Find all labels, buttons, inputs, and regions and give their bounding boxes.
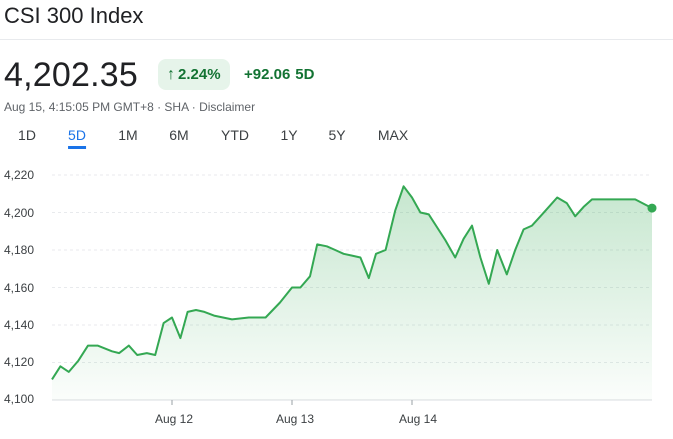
y-tick-label: 4,220: [4, 168, 35, 182]
tab-1m[interactable]: 1M: [118, 127, 138, 143]
y-tick-label: 4,140: [4, 318, 35, 332]
tab-max[interactable]: MAX: [377, 127, 409, 143]
change-percent: 2.24%: [178, 66, 221, 83]
change-period: 5D: [295, 66, 315, 83]
change-points-value: +92.06: [244, 66, 291, 83]
y-tick-label: 4,200: [4, 206, 35, 220]
tab-1d[interactable]: 1D: [18, 127, 36, 143]
tab-ytd[interactable]: YTD: [221, 127, 249, 143]
x-tick-label: Aug 12: [154, 412, 194, 426]
current-price: 4,202.35: [4, 56, 138, 94]
y-tick-label: 4,100: [4, 392, 35, 406]
header-divider: [0, 39, 673, 40]
y-tick-label: 4,120: [4, 355, 35, 369]
price-line: [51, 185, 653, 380]
change-percent-badge: ↑ 2.24%: [158, 59, 230, 90]
arrow-up-icon: ↑: [167, 65, 175, 83]
price-area: [52, 186, 652, 400]
quote-meta: Aug 15, 4:15:05 PM GMT+8 · SHA · Disclai…: [4, 100, 256, 114]
x-tick-label: Aug 14: [398, 412, 438, 426]
y-tick-label: 4,160: [4, 281, 35, 295]
tab-5y[interactable]: 5Y: [328, 127, 346, 143]
tab-5d[interactable]: 5D: [68, 127, 86, 149]
tab-6m[interactable]: 6M: [169, 127, 189, 143]
current-value-dot: [647, 203, 657, 213]
x-tick-label: Aug 13: [275, 412, 315, 426]
page-title: CSI 300 Index: [4, 3, 144, 28]
tab-1y[interactable]: 1Y: [280, 127, 298, 143]
change-points: +92.06 5D: [244, 66, 314, 83]
y-tick-label: 4,180: [4, 243, 35, 257]
